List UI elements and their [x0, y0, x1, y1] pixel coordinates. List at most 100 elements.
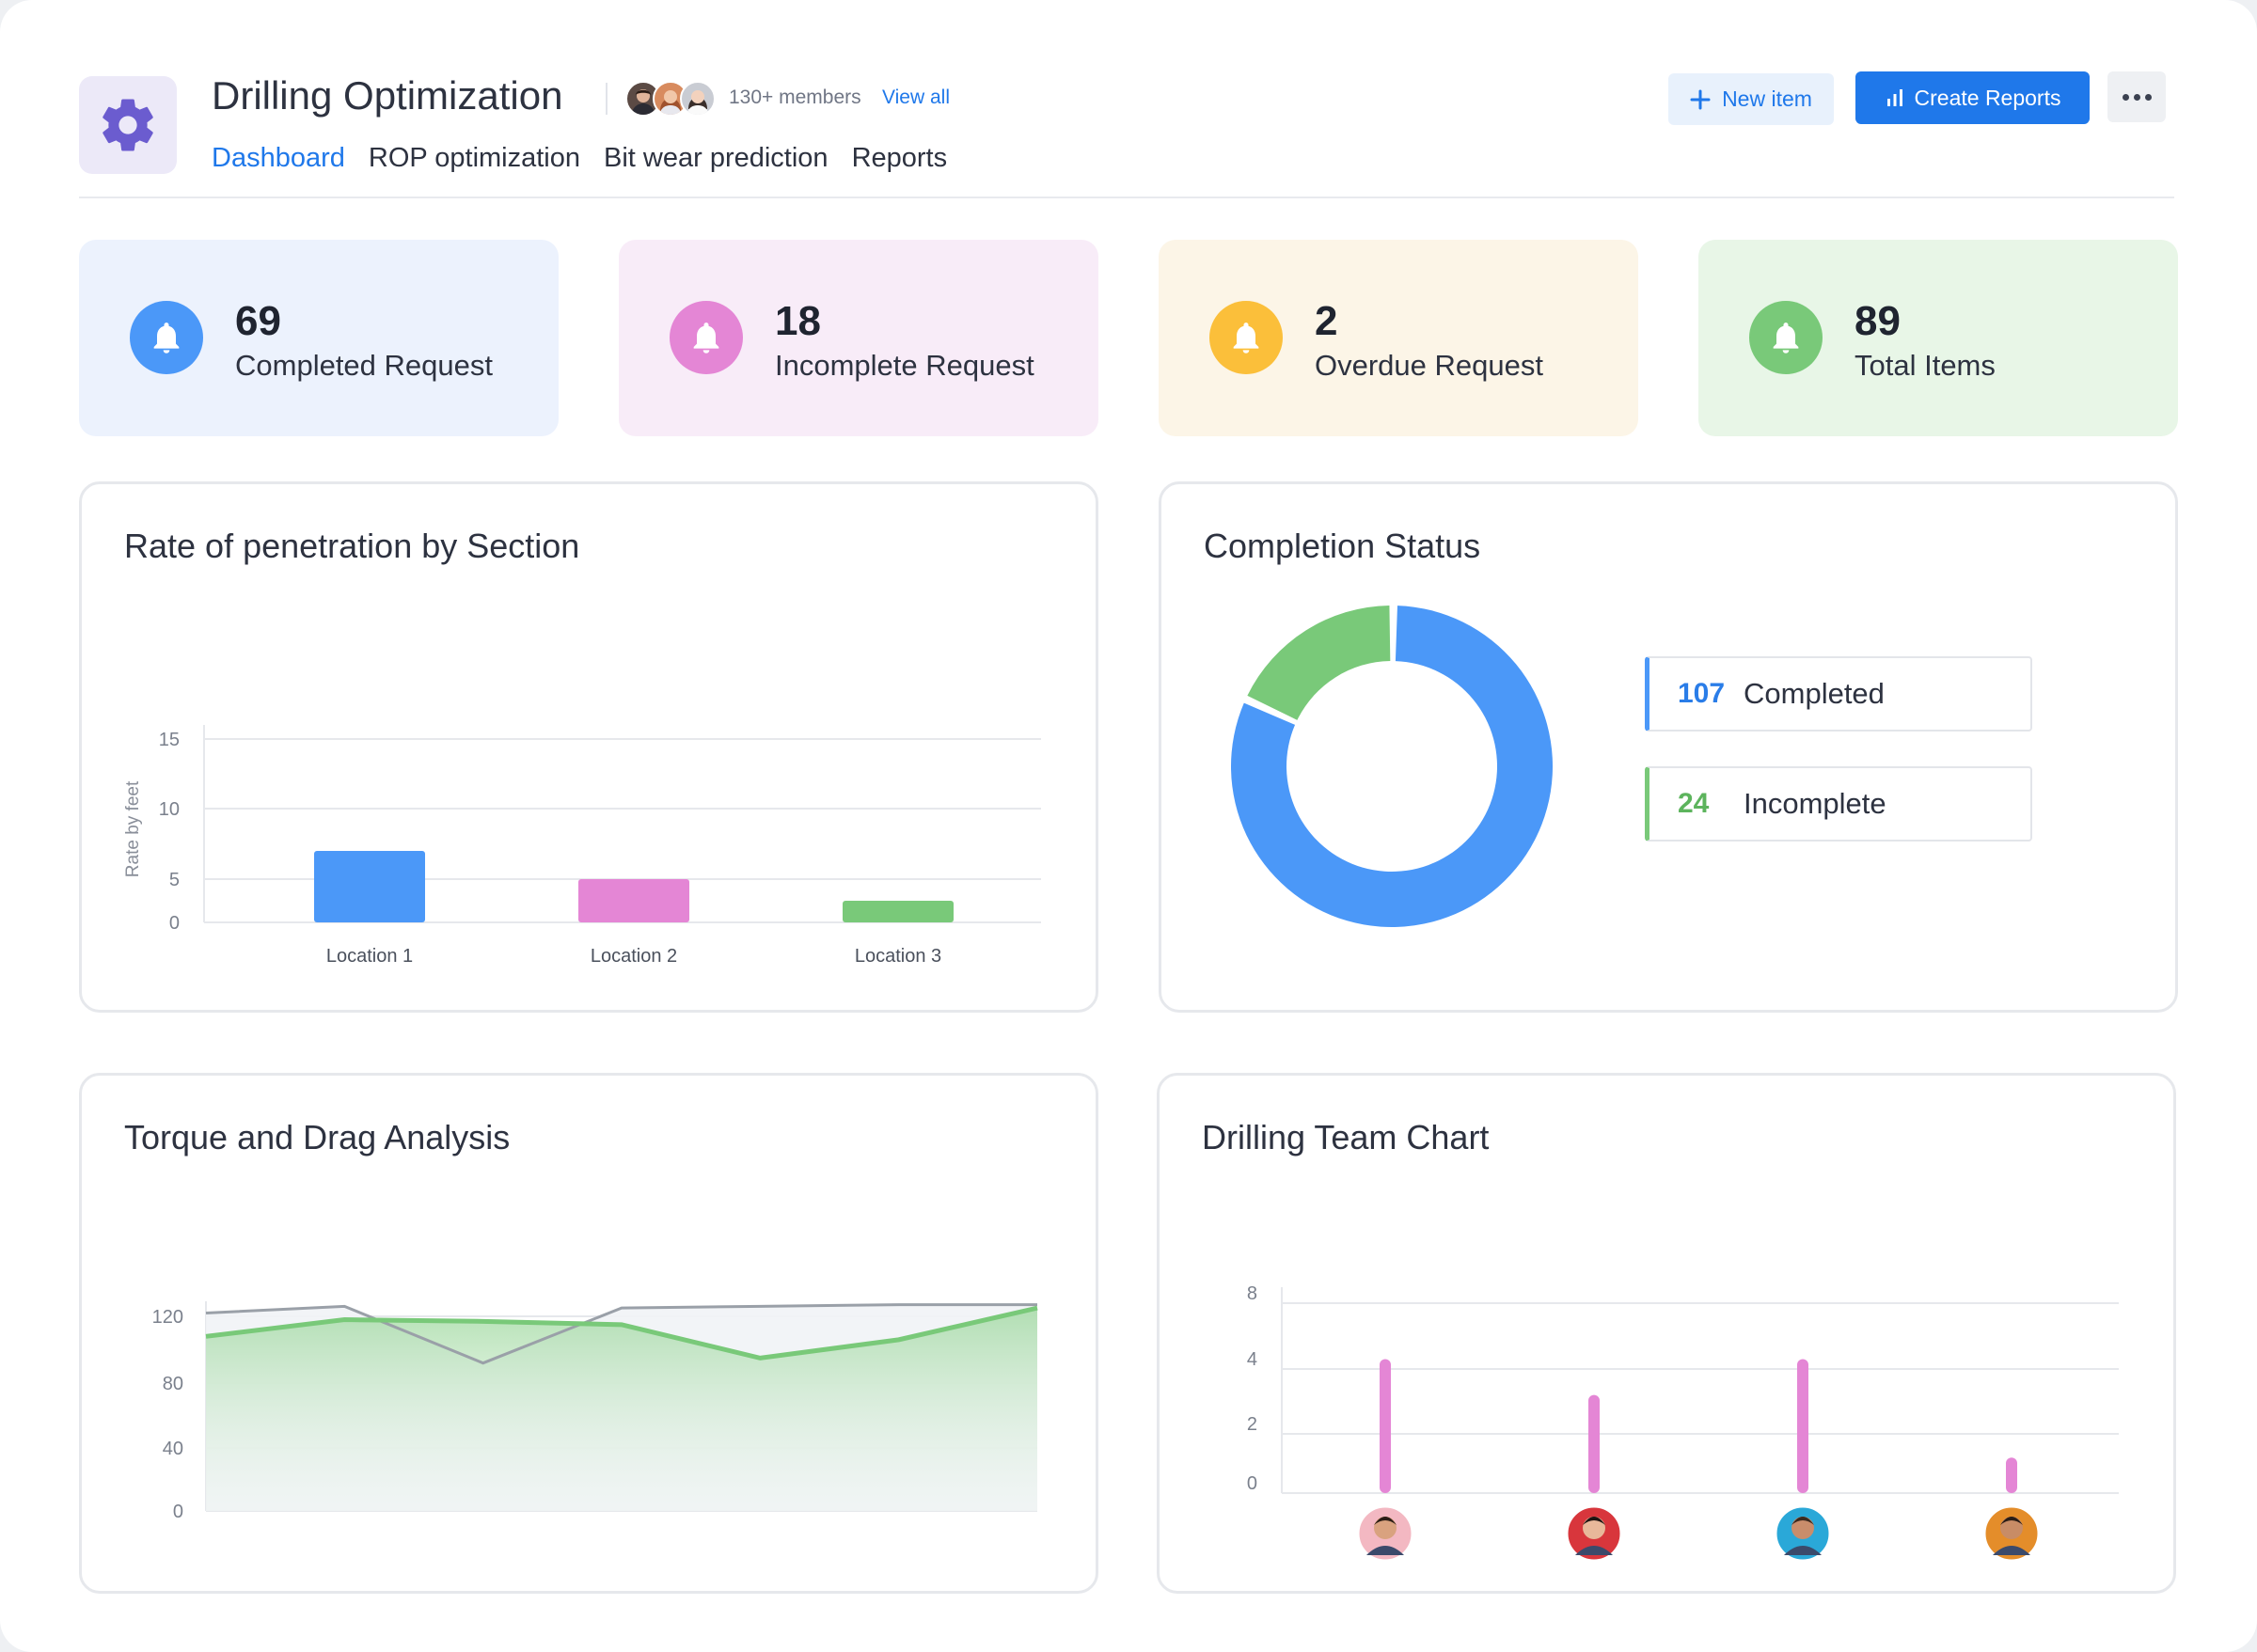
more-dot: [2133, 93, 2140, 101]
legend-value: 24: [1678, 788, 1710, 819]
view-all-link[interactable]: View all: [882, 87, 950, 108]
donut-slice: [1231, 606, 1553, 927]
stat-card-completed[interactable]: 69 Completed Request: [79, 240, 559, 436]
bar: [1380, 1359, 1391, 1493]
legend-label: Completed: [1744, 677, 1885, 710]
y-tick-label: 40: [163, 1439, 183, 1459]
y-tick-label: 10: [159, 799, 180, 820]
avatar: [1982, 1504, 2041, 1563]
bell-icon-wrap: [670, 301, 743, 374]
bell-icon: [1773, 323, 1799, 354]
y-tick-label: 0: [1247, 1473, 1257, 1494]
bar: [1797, 1359, 1808, 1493]
avatar: [680, 81, 716, 117]
rop-bar-chart: 0 5 10 15 Rate by feet Location 1 Location 2 Lo…: [123, 725, 1041, 967]
y-axis-label: Rate by feet: [123, 780, 143, 877]
avatar-hair: [1374, 1517, 1397, 1525]
stat-value: 2: [1315, 298, 1338, 344]
stat-label: Incomplete Request: [775, 349, 1034, 382]
more-dot: [2122, 93, 2129, 101]
completion-donut-chart: [1231, 606, 1553, 927]
y-tick-label: 2: [1247, 1414, 1257, 1435]
x-tick-label: Location 1: [326, 946, 413, 967]
bell-icon: [1233, 323, 1259, 354]
create-reports-label: Create Reports: [1914, 85, 2061, 110]
members-count: 130+ members: [729, 87, 861, 108]
header-divider: [79, 197, 2174, 198]
y-tick-label: 0: [169, 913, 180, 934]
more-options-button[interactable]: [2107, 71, 2166, 122]
series-line: [205, 1305, 1038, 1361]
y-tick-label: 120: [152, 1307, 183, 1328]
avatar-body: [1575, 1546, 1613, 1555]
avatar-face: [1791, 1517, 1814, 1539]
tab-bar: Dashboard ROP optimization Bit wear pred…: [212, 143, 947, 174]
stat-value: 89: [1855, 298, 1901, 344]
completion-panel: Completion Status 107 Completed 24 Incom…: [1159, 481, 2178, 1013]
panel-title: Completion Status: [1204, 527, 1481, 565]
plus-icon: [1690, 89, 1711, 109]
stat-label: Completed Request: [235, 349, 493, 382]
avatar: [1565, 1504, 1623, 1563]
tab-bit-wear-prediction[interactable]: Bit wear prediction: [604, 143, 829, 173]
bar-chart-icon: [1886, 89, 1902, 106]
donut-slice: [1247, 606, 1391, 720]
bell-icon-wrap: [1209, 301, 1283, 374]
bell-icon-wrap: [1749, 301, 1823, 374]
member-avatars[interactable]: [625, 81, 719, 117]
y-tick-label: 0: [173, 1502, 183, 1522]
y-tick-label: 4: [1247, 1349, 1257, 1370]
avatar-face: [2000, 1517, 2023, 1539]
legend-incomplete: 24 Incomplete: [1645, 766, 2032, 842]
y-tick-label: 8: [1247, 1283, 1257, 1304]
tab-reports[interactable]: Reports: [851, 143, 948, 173]
bell-icon: [693, 323, 719, 354]
torque-panel: Torque and Drag Analysis 0 40 80 120: [79, 1073, 1098, 1594]
bell-icon: [153, 323, 180, 354]
x-tick-label: Location 3: [855, 946, 941, 967]
legend-completed: 107 Completed: [1645, 656, 2032, 732]
stat-card-incomplete[interactable]: 18 Incomplete Request: [619, 240, 1098, 436]
y-tick-label: 80: [163, 1374, 183, 1394]
rop-panel: Rate of penetration by Section 0 5 10 15 Rat…: [79, 481, 1098, 1013]
area-fill: [206, 1308, 1037, 1511]
bar: [1588, 1394, 1600, 1493]
stat-card-total[interactable]: 89 Total Items: [1698, 240, 2178, 436]
panel-title: Drilling Team Chart: [1202, 1118, 1490, 1156]
avatar-hair: [1791, 1517, 1814, 1525]
avatar-body: [1993, 1546, 2030, 1555]
avatar-face: [1583, 1517, 1605, 1539]
more-dot: [2144, 93, 2152, 101]
stat-card-overdue[interactable]: 2 Overdue Request: [1159, 240, 1638, 436]
torque-area-chart: 0 40 80 120: [152, 1301, 1038, 1522]
legend-value: 107: [1678, 678, 1726, 709]
legend-label: Incomplete: [1744, 787, 1886, 820]
panel-title: Torque and Drag Analysis: [124, 1118, 511, 1156]
page-title: Drilling Optimization: [212, 73, 563, 118]
bar: [843, 901, 954, 922]
avatar-hair: [2000, 1517, 2023, 1525]
avatar: [1356, 1504, 1414, 1563]
new-item-button[interactable]: New item: [1668, 73, 1834, 125]
avatar-hair: [1583, 1517, 1605, 1525]
y-tick-label: 5: [169, 870, 180, 890]
team-panel: Drilling Team Chart 0 2 4 8: [1157, 1073, 2176, 1594]
y-tick-label: 15: [159, 730, 180, 750]
panel-title: Rate of penetration by Section: [124, 527, 580, 565]
app-icon: [79, 76, 177, 174]
new-item-label: New item: [1722, 87, 1812, 111]
tab-rop-optimization[interactable]: ROP optimization: [368, 143, 580, 173]
stat-value: 69: [235, 298, 281, 344]
stat-value: 18: [775, 298, 821, 344]
title-divider: [606, 83, 608, 115]
team-bar-chart: 0 2 4 8: [1247, 1283, 2119, 1563]
avatar: [1774, 1504, 1832, 1563]
stat-label: Overdue Request: [1315, 349, 1543, 382]
create-reports-button[interactable]: Create Reports: [1855, 71, 2090, 124]
bell-icon-wrap: [130, 301, 203, 374]
bar: [2006, 1457, 2017, 1493]
stat-label: Total Items: [1855, 349, 1996, 382]
gear-icon: [103, 99, 153, 151]
tab-dashboard[interactable]: Dashboard: [212, 143, 345, 173]
